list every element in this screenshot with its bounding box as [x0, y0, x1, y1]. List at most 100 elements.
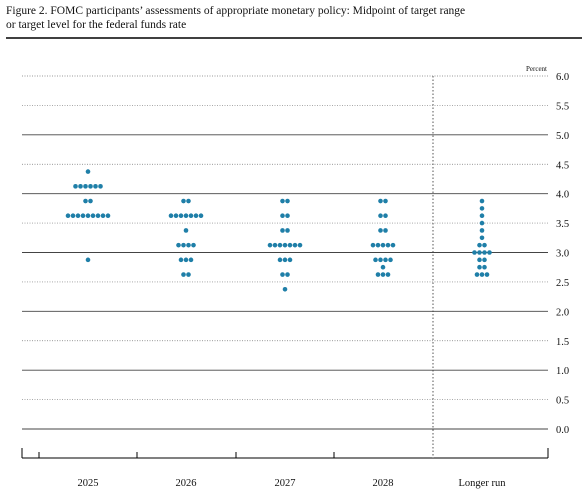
dot	[85, 213, 91, 219]
dot	[388, 257, 393, 263]
y-tick-label: 5.0	[556, 131, 569, 142]
dot	[484, 272, 490, 277]
dot	[285, 213, 290, 219]
dot	[375, 272, 381, 277]
dot	[378, 213, 383, 219]
unit-label: Percent	[526, 65, 547, 73]
y-tick-label: 5.5	[556, 101, 569, 112]
dot	[70, 213, 76, 219]
dot	[375, 242, 381, 248]
dot	[198, 213, 204, 219]
dot	[178, 257, 184, 263]
dot	[75, 213, 81, 219]
dot	[95, 213, 101, 219]
dot	[383, 257, 388, 263]
y-tick-label: 3.0	[556, 249, 569, 260]
dot	[479, 272, 485, 277]
dot	[373, 257, 378, 263]
dot	[477, 242, 482, 248]
dot	[482, 242, 487, 248]
chart-title: or target level for the federal funds ra…	[6, 19, 186, 31]
y-tick-label: 4.0	[556, 190, 569, 201]
dot	[83, 198, 88, 204]
dot	[287, 242, 293, 248]
dot	[186, 198, 191, 204]
x-tick-label: 2025	[78, 478, 99, 489]
dot	[297, 242, 303, 248]
dot	[176, 242, 181, 248]
dot	[178, 213, 184, 219]
dot	[282, 242, 288, 248]
dot	[380, 272, 386, 277]
dot	[100, 213, 106, 219]
dot	[482, 264, 487, 270]
dot	[168, 213, 174, 219]
y-tick-label: 4.5	[556, 160, 569, 171]
dot	[83, 184, 88, 189]
dot	[80, 213, 86, 219]
dot	[282, 286, 288, 292]
dot	[181, 198, 186, 204]
dot	[186, 242, 191, 248]
dot	[280, 272, 285, 277]
dot	[378, 228, 383, 233]
dot	[380, 264, 386, 270]
dot	[479, 213, 485, 219]
dot	[482, 250, 487, 255]
dot	[272, 242, 278, 248]
dot	[285, 228, 290, 233]
dot	[380, 242, 386, 248]
dot	[383, 213, 388, 219]
dot	[85, 257, 91, 263]
dot	[183, 213, 189, 219]
dot	[385, 272, 391, 277]
dot	[292, 242, 298, 248]
dot	[383, 228, 388, 233]
dot	[282, 257, 288, 263]
dot	[188, 257, 194, 263]
dot	[479, 206, 485, 211]
chart-title: Figure 2. FOMC participants’ assessments…	[6, 5, 465, 17]
dot	[183, 228, 189, 233]
y-tick-label: 3.5	[556, 219, 569, 230]
y-tick-label: 6.0	[556, 72, 569, 83]
dot	[280, 228, 285, 233]
dot	[477, 264, 482, 270]
dot	[85, 169, 91, 174]
dot	[474, 272, 480, 277]
dot	[88, 198, 93, 204]
dot	[280, 213, 285, 219]
x-tick-label: Longer run	[459, 478, 507, 489]
dot	[378, 257, 383, 263]
dot	[277, 242, 283, 248]
dot	[186, 272, 191, 277]
dot	[479, 220, 485, 226]
dot	[285, 272, 290, 277]
dot	[479, 235, 485, 241]
dot	[280, 198, 285, 204]
dot	[277, 257, 283, 263]
dot	[78, 184, 83, 189]
x-tick-label: 2027	[275, 478, 296, 489]
dot	[193, 213, 199, 219]
dot	[181, 242, 186, 248]
dot	[477, 250, 482, 255]
dot	[173, 213, 179, 219]
dot	[188, 213, 194, 219]
dot	[487, 250, 492, 255]
dot	[98, 184, 103, 189]
dot	[390, 242, 396, 248]
dot	[191, 242, 196, 248]
dot	[73, 184, 78, 189]
dot	[287, 257, 293, 263]
dot	[90, 213, 96, 219]
dot	[105, 213, 111, 219]
y-tick-label: 0.0	[556, 425, 569, 436]
dot	[482, 257, 487, 263]
y-tick-label: 1.0	[556, 366, 569, 377]
dot	[370, 242, 376, 248]
x-tick-label: 2028	[373, 478, 394, 489]
dot	[378, 198, 383, 204]
dot	[472, 250, 477, 255]
